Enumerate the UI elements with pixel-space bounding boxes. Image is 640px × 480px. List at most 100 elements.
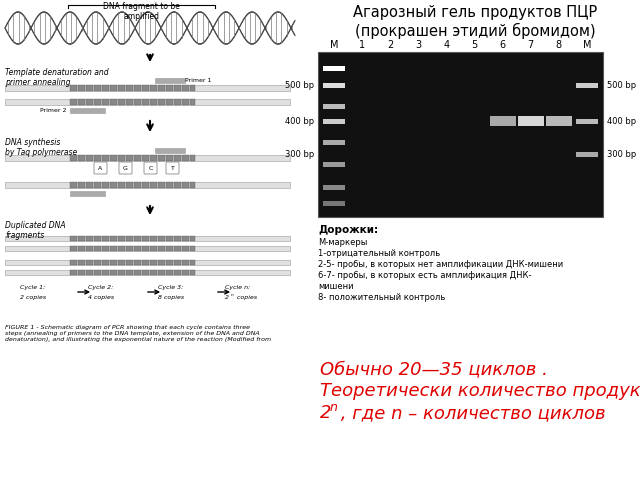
Text: 400 bp: 400 bp [285,117,314,126]
Bar [110,269,117,275]
Text: Теоретически количество продукта =: Теоретически количество продукта = [320,382,640,400]
Bar [323,201,345,206]
Bar [78,155,85,161]
Text: Duplicated DNA
fragments: Duplicated DNA fragments [5,221,66,240]
Bar [126,269,133,275]
Bar [5,182,290,188]
Text: T: T [171,166,175,170]
Bar [94,85,101,91]
Bar [102,85,109,91]
Text: 300 bp: 300 bp [607,150,636,159]
Bar [142,269,149,275]
Bar [182,260,189,264]
Text: 1: 1 [359,40,365,50]
Bar [150,182,157,188]
Bar [94,245,101,251]
Bar [86,245,93,251]
Bar [118,260,125,264]
Text: C: C [148,166,153,170]
Text: Агарозный гель продуктов ПЦР
(прокрашен этидий бромидом): Агарозный гель продуктов ПЦР (прокрашен … [353,5,597,39]
Bar [158,269,165,275]
Bar [110,85,117,91]
Bar [86,85,93,91]
Bar [182,269,189,275]
Bar [166,155,173,161]
Bar [102,155,109,161]
Bar [323,162,345,167]
Bar [546,116,572,126]
Bar [158,182,165,188]
Bar [158,245,165,251]
Text: FIGURE 1 - Schematic diagram of PCR showing that each cycle contains three
steps: FIGURE 1 - Schematic diagram of PCR show… [5,325,271,342]
Text: 2 copies: 2 copies [20,295,46,300]
Bar [150,99,157,105]
Bar [70,85,77,91]
Bar [110,260,117,264]
Bar [158,99,165,105]
Text: Primer 2: Primer 2 [40,108,67,112]
Text: 8: 8 [556,40,562,50]
Bar [70,155,77,161]
Text: 3: 3 [415,40,421,50]
FancyBboxPatch shape [119,162,132,174]
Bar [142,260,149,264]
Bar [174,245,181,251]
Bar [110,245,117,251]
Bar [174,155,181,161]
Bar [142,236,149,240]
Bar [134,260,141,264]
Bar [158,85,165,91]
Bar [166,260,173,264]
Bar [155,77,185,83]
Bar [158,155,165,161]
Bar [102,269,109,275]
Bar [182,182,189,188]
Text: n: n [330,401,337,414]
Bar [70,236,77,240]
Bar [70,269,77,275]
Bar [118,245,125,251]
Bar [70,191,105,195]
Bar [150,245,157,251]
Bar [118,85,125,91]
Text: 500 bp: 500 bp [607,81,636,89]
Bar [142,85,149,91]
Text: 4: 4 [444,40,449,50]
Bar [576,152,598,157]
Bar [318,52,603,217]
Bar [576,119,598,124]
Text: 2: 2 [387,40,394,50]
Bar [110,99,117,105]
Bar [190,182,195,188]
Text: 300 bp: 300 bp [285,150,314,159]
Bar [110,182,117,188]
Bar [70,182,77,188]
Bar [134,269,141,275]
FancyBboxPatch shape [166,162,179,174]
Bar [190,99,195,105]
Bar [78,245,85,251]
Text: copies: copies [235,295,257,300]
Bar [166,182,173,188]
Bar [134,99,141,105]
Bar [150,269,157,275]
Bar [158,260,165,264]
Bar [576,83,598,87]
Bar [70,99,77,105]
Text: M: M [330,40,339,50]
Bar [5,260,290,264]
Bar [78,85,85,91]
Bar [86,269,93,275]
Text: 2: 2 [320,404,332,422]
Bar [126,182,133,188]
Bar [86,260,93,264]
Text: Cycle n:: Cycle n: [225,285,250,290]
Bar [174,182,181,188]
Bar [174,260,181,264]
Bar [94,260,101,264]
Bar [110,236,117,240]
Bar [110,155,117,161]
Bar [94,99,101,105]
Bar [118,236,125,240]
Bar [190,85,195,91]
